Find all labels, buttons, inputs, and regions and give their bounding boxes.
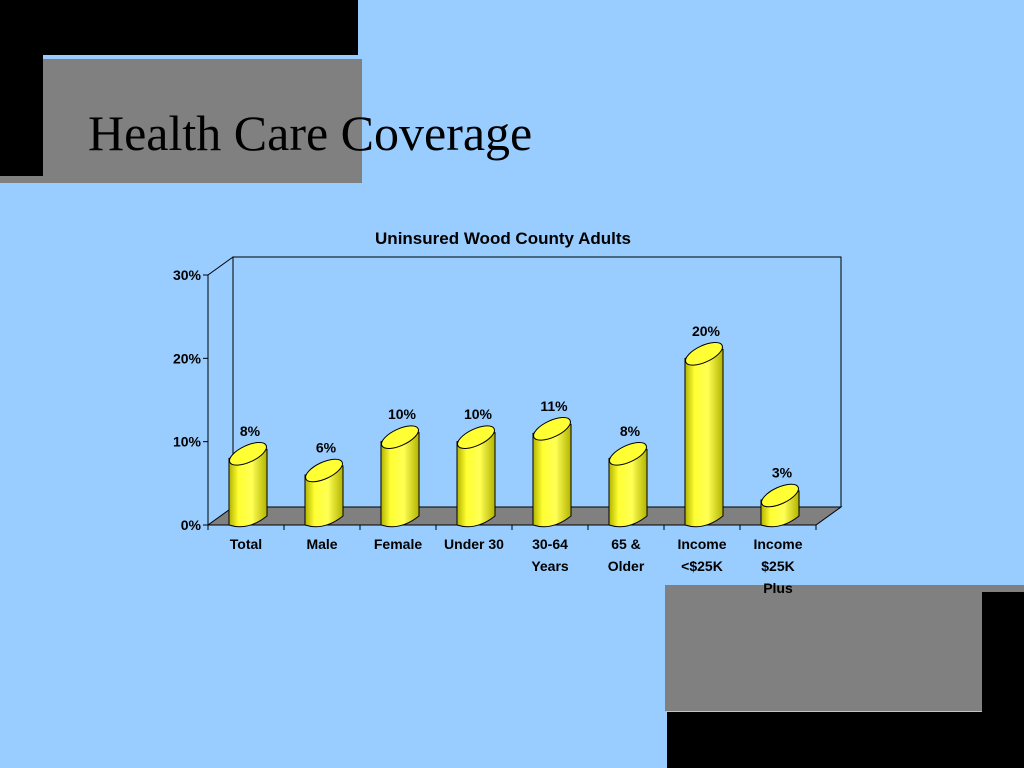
bar <box>532 417 572 528</box>
x-tick-label: Total <box>230 536 262 552</box>
y-tick-label: 10% <box>173 434 202 450</box>
bar <box>304 458 344 528</box>
data-labels: 8% 6% 10% 10% 11% 8% 20% 3% <box>240 323 793 481</box>
x-tick-label: Income <$25K <box>677 536 726 574</box>
y-tick-label: 0% <box>181 517 202 533</box>
bar-series <box>228 342 800 528</box>
y-tick-label: 20% <box>173 350 202 366</box>
bar <box>608 442 648 528</box>
bar <box>380 425 420 528</box>
x-tick-label: 65 & Older <box>608 536 645 574</box>
corner-block-bottom-right-side <box>982 592 1024 768</box>
corner-shadow-top-left <box>0 59 362 183</box>
corner-block-top-left <box>0 0 358 55</box>
chart-floor <box>206 506 843 526</box>
bar <box>456 425 496 528</box>
chart-title: Uninsured Wood County Adults <box>375 229 631 248</box>
corner-shadow-bottom-right <box>665 585 1024 711</box>
x-tick-label: Under 30 <box>444 536 504 552</box>
y-tick-label: 30% <box>173 267 202 283</box>
bar <box>760 483 800 528</box>
data-label: 6% <box>316 440 337 456</box>
back-wall <box>232 256 842 507</box>
x-tick-label: 30-64 Years <box>531 536 569 574</box>
bar <box>228 442 268 528</box>
x-axis: Total Male Female Under 30 30-64 Years 65 & Old… <box>207 525 817 596</box>
y-axis: 0% 10% 20% 30% <box>173 267 208 533</box>
data-label: 3% <box>772 465 793 481</box>
data-label: 8% <box>240 423 261 439</box>
x-tick-label: Male <box>306 536 337 552</box>
corner-block-top-left-side <box>0 0 43 176</box>
slide-title: Health Care Coverage <box>88 105 533 161</box>
data-label: 8% <box>620 423 641 439</box>
data-label: 10% <box>464 406 493 422</box>
data-label: 20% <box>692 323 721 339</box>
x-tick-label: Female <box>374 536 422 552</box>
data-label: 11% <box>540 398 568 414</box>
bar <box>684 342 724 528</box>
data-label: 10% <box>388 406 417 422</box>
x-tick-label: Income $25K Plus <box>753 536 802 596</box>
chart-frame <box>206 256 843 526</box>
corner-block-bottom-right <box>667 712 1024 768</box>
